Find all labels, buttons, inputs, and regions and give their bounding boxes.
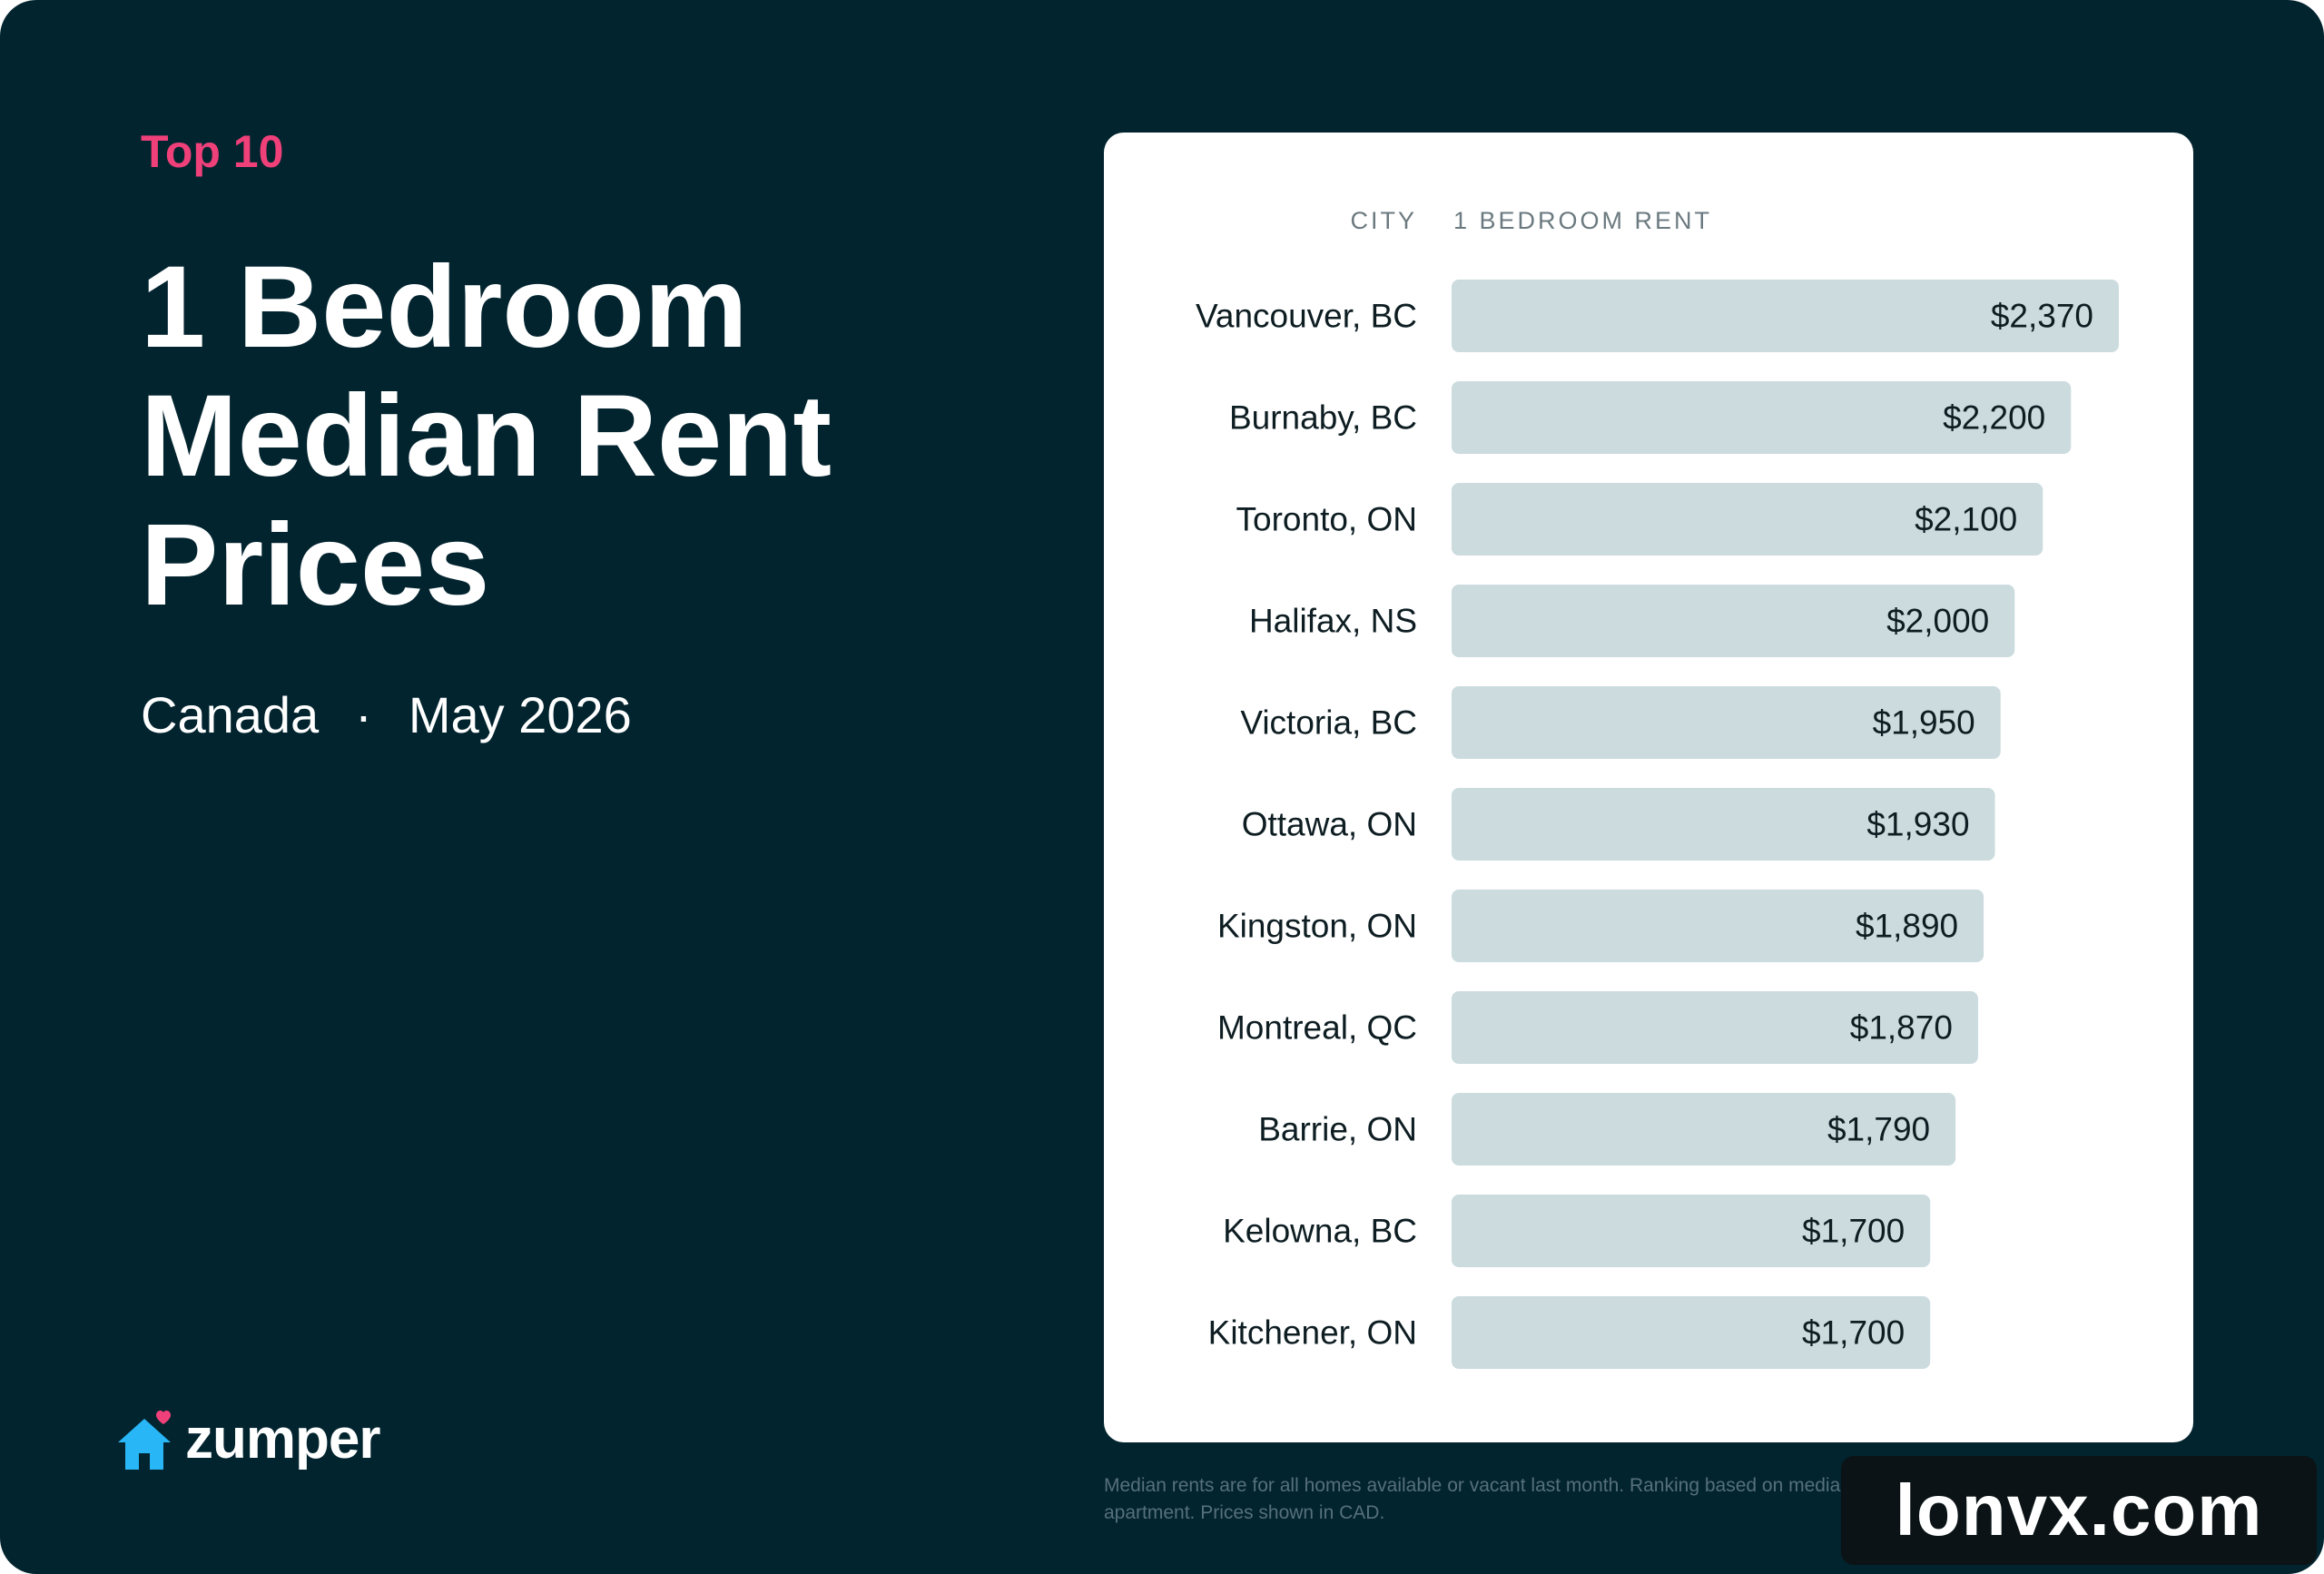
bar-row: Ottawa, ON $1,930 xyxy=(1242,788,1995,861)
bar-value-label: $1,930 xyxy=(1866,806,1969,843)
bar-value-label: $1,700 xyxy=(1802,1314,1905,1352)
chart-card: CITY 1 BEDROOM RENT Vancouver, BC $2,370 B… xyxy=(1104,133,2193,1442)
title-line: 1 Bedroom xyxy=(141,242,748,372)
brand-name: zumper xyxy=(185,1407,380,1471)
region-label: Canada xyxy=(141,686,320,743)
bar-row: Montreal, QC $1,870 xyxy=(1217,991,1978,1064)
bar-value-label: $1,700 xyxy=(1802,1213,1905,1250)
bar-value-label: $1,890 xyxy=(1856,908,1958,945)
bar-row: Victoria, BC $1,950 xyxy=(1240,686,2001,759)
bar-row: Kingston, ON $1,890 xyxy=(1217,890,1984,962)
city-label: Ottawa, ON xyxy=(1242,806,1417,843)
bar-value-label: $2,100 xyxy=(1915,501,2017,538)
bar xyxy=(1452,1296,1931,1369)
city-label: Montreal, QC xyxy=(1217,1009,1417,1047)
rent-bar-chart: CITY 1 BEDROOM RENT Vancouver, BC $2,370 B… xyxy=(1196,207,2119,1369)
city-label: Burnaby, BC xyxy=(1229,399,1417,437)
bar xyxy=(1452,1195,1931,1267)
page-title: 1 Bedroom Median Rent Prices xyxy=(141,243,958,630)
bar-value-label: $2,000 xyxy=(1886,603,1989,640)
city-label: Kelowna, BC xyxy=(1223,1213,1417,1250)
column-header-city: CITY xyxy=(1350,207,1417,234)
watermark: lonvx.com xyxy=(1841,1456,2317,1565)
bar-row: Kitchener, ON $1,700 xyxy=(1208,1296,1931,1369)
bar-group: Vancouver, BC $2,370 Burnaby, BC $2,200 Toro… xyxy=(1196,280,2119,1369)
bar-row: Toronto, ON $2,100 xyxy=(1236,483,2043,556)
bar-value-label: $1,870 xyxy=(1850,1009,1953,1047)
bar-row: Vancouver, BC $2,370 xyxy=(1196,280,2119,352)
bar-value-label: $2,200 xyxy=(1943,399,2045,437)
bar-row: Kelowna, BC $1,700 xyxy=(1223,1195,1931,1267)
bar xyxy=(1452,788,1995,861)
city-label: Victoria, BC xyxy=(1240,704,1417,742)
eyebrow-label: Top 10 xyxy=(141,126,284,177)
brand-logo: zumper xyxy=(114,1402,380,1475)
bar-row: Halifax, NS $2,000 xyxy=(1249,585,2015,657)
column-header-rent: 1 BEDROOM RENT xyxy=(1453,207,1712,234)
footnote: Median rents are for all homes available… xyxy=(1104,1475,2033,1523)
house-heart-icon xyxy=(118,1410,171,1470)
city-label: Barrie, ON xyxy=(1258,1111,1417,1148)
bar xyxy=(1452,1093,1956,1166)
bar xyxy=(1452,686,2001,759)
period-label: May 2026 xyxy=(408,686,632,743)
city-label: Kingston, ON xyxy=(1217,908,1417,945)
bar xyxy=(1452,991,1978,1064)
city-label: Vancouver, BC xyxy=(1196,298,1417,335)
bar-value-label: $1,950 xyxy=(1873,704,1975,742)
bar-row: Barrie, ON $1,790 xyxy=(1258,1093,1956,1166)
city-label: Kitchener, ON xyxy=(1208,1314,1417,1352)
bar-value-label: $1,790 xyxy=(1827,1111,1930,1148)
city-label: Halifax, NS xyxy=(1249,603,1417,640)
bar xyxy=(1452,890,1984,962)
bar-value-label: $2,370 xyxy=(1991,298,2093,335)
title-line: Prices xyxy=(141,500,490,630)
city-label: Toronto, ON xyxy=(1236,501,1417,538)
bar xyxy=(1452,280,2119,352)
separator-dot: · xyxy=(355,686,372,743)
subtitle: Canada · May 2026 xyxy=(141,685,632,744)
title-line: Median Rent xyxy=(141,371,832,501)
bar xyxy=(1452,483,2043,556)
bar xyxy=(1452,381,2072,454)
bar xyxy=(1452,585,2015,657)
bar-row: Burnaby, BC $2,200 xyxy=(1229,381,2072,454)
